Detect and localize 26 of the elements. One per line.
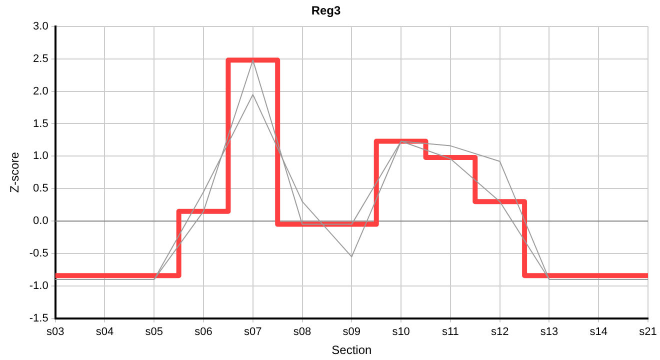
chart-title: Reg3 — [311, 4, 341, 18]
y-tick-label: 0.0 — [33, 215, 48, 228]
y-axis-title: Z-score — [8, 152, 22, 193]
y-tick-label: 1.0 — [33, 150, 48, 162]
x-tick-label: s07 — [244, 326, 262, 338]
y-tick-label: 0.5 — [33, 182, 48, 195]
x-tick-label: s21 — [639, 326, 657, 338]
x-tick-label: s03 — [46, 326, 64, 338]
x-tick-label: s06 — [194, 326, 212, 338]
x-axis-title: Section — [332, 343, 372, 358]
y-tick-label: 3.0 — [33, 20, 48, 32]
x-tick-label: s12 — [490, 326, 509, 338]
x-tick-label: s11 — [442, 326, 459, 338]
y-tick-label: -1.5 — [29, 312, 48, 324]
x-tick-label: s13 — [540, 326, 558, 338]
y-tick-label: 2.0 — [33, 85, 48, 98]
x-tick-label: s04 — [96, 326, 114, 338]
y-tick-label: 1.5 — [33, 118, 48, 130]
x-tick-label: s14 — [590, 326, 608, 338]
x-tick-label: s09 — [342, 326, 361, 338]
y-tick-label: 2.5 — [33, 52, 48, 65]
x-tick-label: s10 — [392, 326, 410, 338]
x-tick-label: s08 — [293, 326, 312, 338]
y-tick-label: -1.0 — [29, 280, 48, 292]
x-tick-label: s05 — [145, 326, 164, 338]
y-tick-label: -0.5 — [29, 248, 48, 260]
